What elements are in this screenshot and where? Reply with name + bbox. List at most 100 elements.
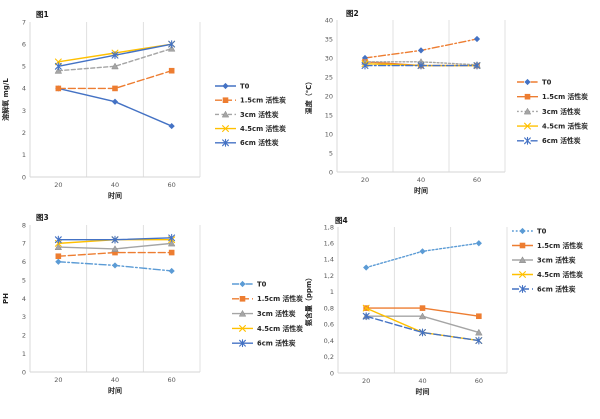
chart3-series-square-marker	[112, 249, 118, 256]
chart3-series-1.5cm 活性炭	[55, 249, 175, 260]
chart3-x-tick-label: 40	[111, 376, 119, 384]
chart3-series-triangle-marker	[111, 245, 119, 252]
chart-figure-2: 图2 时间 温度（℃） 0 5 10 15 20 25 30 35 40 20 40 60 T0 1.5c…	[304, 9, 588, 195]
chart4-title: 图4	[335, 216, 348, 225]
chart4-y-tick-label: 1,8	[324, 223, 334, 231]
chart3-series-6cm 活性炭	[54, 233, 176, 244]
chart2-x-tick-labels: 20 40 60	[361, 176, 481, 184]
chart2-legend-item: 6cm 活性炭	[517, 136, 581, 145]
chart1-series-T0	[55, 85, 175, 130]
chart2-series-star-marker	[417, 61, 425, 70]
chart1-y-tick-label: 6	[22, 40, 26, 48]
chart3-legend-label: T0	[257, 280, 267, 288]
chart3-series-triangle-marker	[167, 239, 176, 247]
chart1-axes	[29, 22, 200, 178]
chart1-gridlines	[86, 22, 201, 177]
chart1-series-square-marker	[112, 85, 118, 92]
chart2-legend-square-marker	[524, 93, 531, 100]
chart1-series-star-marker	[111, 51, 119, 60]
chart4-legend-label: 6cm 活性炭	[537, 284, 576, 293]
chart4-y-tick-labels: 0 0,2 0,4 0,6 0,8 1 1,2 1,4 1,6 1,8	[324, 223, 334, 377]
chart4-series-square-marker	[476, 313, 482, 320]
chart2-axes	[336, 20, 505, 173]
chart1-series-diamond-marker	[111, 98, 119, 105]
chart2-y-tick-label: 10	[325, 130, 333, 138]
chart3-series-diamond-marker	[168, 267, 175, 275]
chart2-legend-item: 4.5cm 活性炭	[517, 122, 588, 131]
chart4-y-tick-label: 0,4	[324, 337, 334, 345]
chart4-series-x-marker	[362, 304, 370, 312]
chart4-legend-label: 1.5cm 活性炭	[537, 241, 583, 250]
chart4-legend-x-marker	[519, 271, 526, 278]
chart3-legend-label: 6cm 活性炭	[257, 339, 296, 348]
chart2-x-tick-label: 20	[361, 176, 369, 184]
chart1-legend-item: 4.5cm 活性炭	[215, 124, 286, 133]
chart3-y-tick-label: 7	[22, 240, 26, 248]
chart2-legend-label: 4.5cm 活性炭	[542, 122, 588, 131]
chart3-legend-label: 3cm 活性炭	[257, 309, 296, 318]
chart3-axes	[29, 225, 200, 373]
chart1-series-1.5cm 活性炭	[55, 67, 175, 92]
chart-figure-1: 图1 时间 溶解氧 mg/L 0 1 2 3 4 5 6 7 20 40 60 T0 1.5cm 活性炭…	[1, 10, 286, 200]
chart3-legend-diamond-marker	[239, 280, 246, 288]
chart2-series-diamond-marker	[473, 35, 481, 43]
chart1-y-tick-label: 0	[22, 173, 26, 181]
chart2-y-tick-labels: 0 5 10 15 20 25 30 35 40	[325, 16, 333, 176]
chart4-legend-item: 1.5cm 活性炭	[512, 241, 583, 250]
chart3-legend-item: 4.5cm 活性炭	[232, 324, 303, 333]
chart3-x-tick-labels: 20 40 60	[54, 376, 176, 384]
chart3-series-star-marker	[54, 235, 62, 244]
chart1-series-6cm 活性炭	[54, 40, 176, 71]
chart2-yaxis-label: 温度（℃）	[304, 78, 313, 114]
chart2-y-tick-label: 5	[329, 149, 333, 157]
chart2-legend-x-marker	[524, 122, 531, 130]
chart4-y-tick-label: 1,6	[324, 240, 334, 248]
chart4-series-triangle-marker	[418, 312, 427, 320]
chart2-legend-triangle-marker	[523, 107, 532, 115]
chart1-series-line	[57, 87, 173, 127]
chart4-legend-star-marker	[519, 285, 526, 293]
chart1-y-tick-label: 5	[22, 63, 26, 71]
chart3-xaxis-label: 时间	[108, 386, 122, 395]
chart3-series-star-marker	[168, 233, 176, 242]
chart3-series-triangle-marker	[54, 243, 63, 250]
chart2-legend-item: 3cm 活性炭	[517, 107, 581, 116]
chart1-xaxis-label: 时间	[108, 191, 122, 200]
chart1-legend-star-marker	[222, 138, 229, 147]
chart4-y-tick-label: 0,6	[324, 321, 334, 329]
chart4-y-tick-label: 1,4	[324, 256, 334, 264]
chart1-series-star-marker	[54, 62, 62, 71]
chart1-legend: T0 1.5cm 活性炭 3cm 活性炭 4.5cm 活性炭 6cm 活性炭	[215, 82, 286, 147]
chart3-legend-label: 1.5cm 活性炭	[257, 294, 303, 303]
chart2-y-tick-label: 20	[325, 92, 333, 100]
chart4-xaxis-label: 时间	[416, 387, 430, 396]
chart4-legend-diamond-marker	[519, 227, 526, 235]
chart4-y-tick-label: 0,2	[324, 353, 334, 361]
chart3-x-tick-label: 20	[54, 376, 62, 384]
chart3-legend-triangle-marker	[238, 309, 247, 317]
chart1-legend-label: 1.5cm 活性炭	[240, 96, 286, 105]
chart3-legend: T0 1.5cm 活性炭 3cm 活性炭 4.5cm 活性炭 6cm 活性炭	[232, 280, 303, 348]
chart-figure-3: 图3 时间 PH 0 1 2 3 4 5 6 7 8 20 40 60 T0 1.5cm 活性炭 3cm 活…	[2, 213, 303, 395]
chart2-series-line	[364, 61, 478, 66]
chart3-gridlines	[86, 225, 201, 372]
chart1-series-3cm 活性炭	[54, 44, 176, 74]
chart4-legend-item: 4.5cm 活性炭	[512, 270, 583, 279]
chart3-y-tick-label: 3	[22, 313, 26, 321]
chart2-gridlines	[392, 20, 506, 172]
chart4-axes	[337, 227, 507, 374]
chart1-series-triangle-marker	[167, 44, 176, 52]
chart2-title: 图2	[346, 9, 359, 18]
chart1-legend-label: 6cm 活性炭	[240, 138, 279, 147]
chart1-y-tick-label: 4	[22, 85, 26, 93]
chart1-series-square-marker	[168, 67, 175, 74]
chart4-legend-item: 6cm 活性炭	[512, 284, 576, 293]
chart3-legend-square-marker	[239, 296, 246, 302]
chart4-x-tick-labels: 20 40 60	[362, 377, 483, 385]
chart4-series-diamond-marker	[363, 264, 370, 271]
chart1-legend-item: 3cm 活性炭	[215, 110, 279, 119]
chart1-yaxis-label: 溶解氧 mg/L	[1, 78, 10, 121]
chart1-y-tick-label: 2	[22, 129, 26, 137]
chart3-legend-star-marker	[239, 339, 246, 348]
chart1-x-tick-labels: 20 40 60	[54, 181, 176, 189]
